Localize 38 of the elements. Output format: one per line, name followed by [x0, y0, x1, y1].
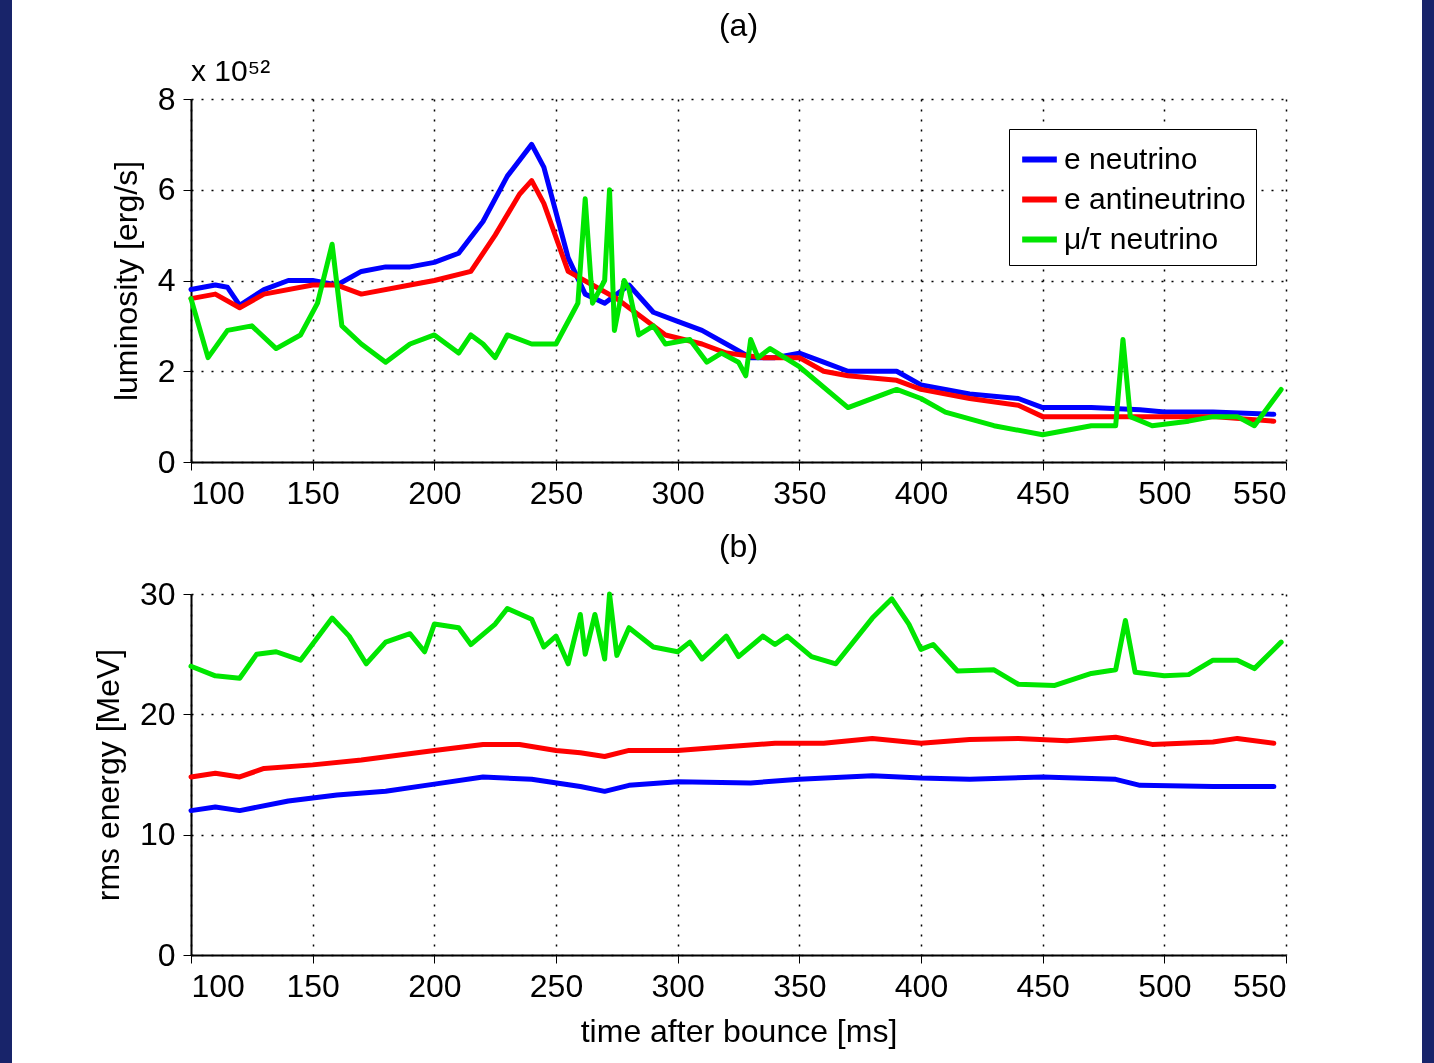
y-axis-title: rms energy [MeV]: [89, 648, 126, 902]
x-tick-label: 250: [529, 474, 584, 511]
x-tick-label: 500: [1138, 474, 1192, 511]
y-tick-label: 2: [157, 352, 176, 389]
x-tick-label: 350: [773, 474, 827, 511]
x-tick-label: 400: [894, 474, 949, 511]
x-tick-label: 400: [894, 967, 949, 1004]
x-tick-label: 550: [1233, 967, 1287, 1004]
chart-title: (b): [718, 528, 759, 564]
legend-label: e antineutrino: [1064, 181, 1246, 215]
legend-label: e neutrino: [1064, 141, 1198, 175]
x-tick-label: 250: [529, 967, 584, 1004]
x-tick-label: 150: [286, 967, 340, 1004]
x-tick-label: 300: [651, 967, 705, 1004]
x-tick-label: 200: [408, 967, 462, 1004]
x-tick-label: 450: [1016, 967, 1070, 1004]
legend-label: μ/τ neutrino: [1064, 221, 1219, 255]
x-tick-label: 150: [286, 474, 340, 511]
y-tick-label: 6: [157, 171, 176, 208]
y-axis-title: luminosity [erg/s]: [107, 160, 144, 402]
y-tick-label: 10: [139, 816, 176, 853]
text: x 10⁵²: [191, 54, 271, 87]
x-tick-label: 300: [651, 474, 705, 511]
y-tick-label: 20: [139, 695, 176, 732]
chart-title: (a): [718, 7, 759, 43]
x-tick-label: 550: [1233, 474, 1287, 511]
y-tick-label: 30: [139, 575, 176, 612]
y-tick-label: 8: [157, 80, 176, 117]
y-tick-label: 4: [157, 262, 176, 298]
y-tick-label: 0: [157, 936, 176, 973]
x-tick-label: 200: [408, 474, 462, 511]
x-tick-label: 500: [1138, 967, 1192, 1004]
x-tick-label: 450: [1016, 474, 1070, 511]
x-tick-label: 350: [773, 967, 827, 1004]
y-tick-label: 0: [157, 443, 176, 480]
x-tick-label: 100: [191, 474, 245, 511]
x-tick-label: 100: [191, 967, 245, 1004]
x-axis-title: time after bounce [ms]: [580, 1012, 898, 1049]
